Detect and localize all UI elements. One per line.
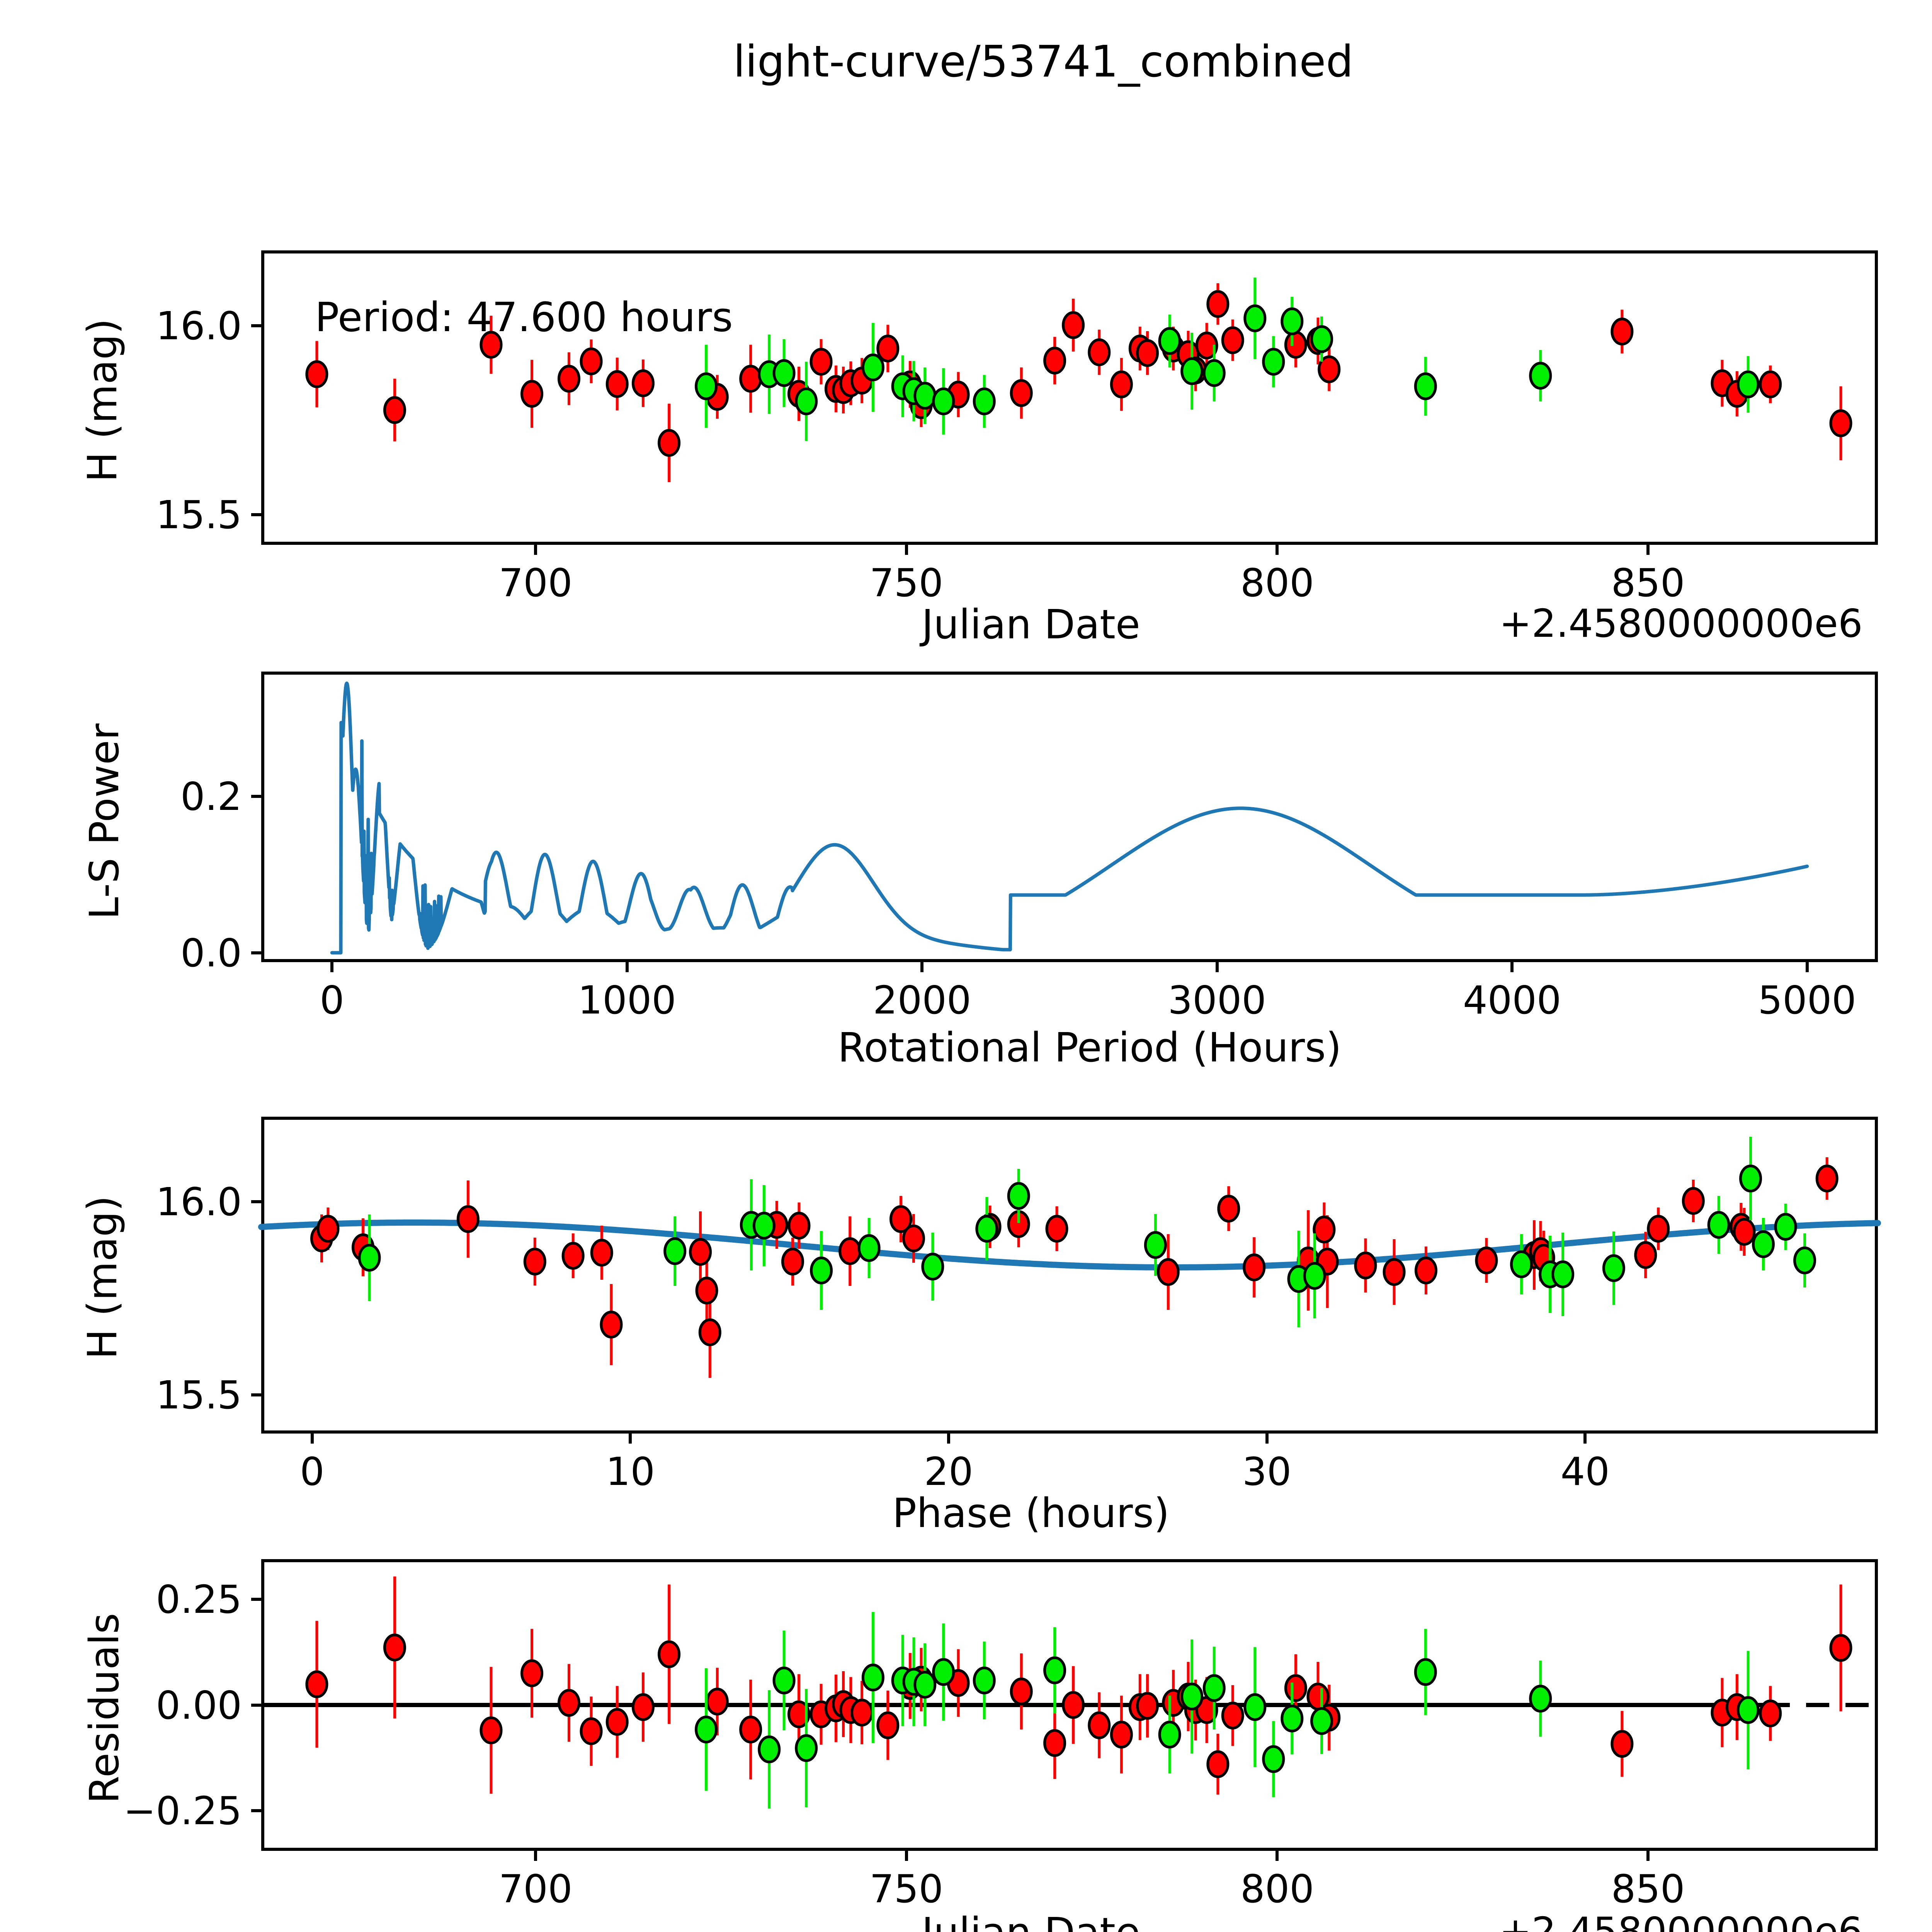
xtick-label-p1: 700 [498,560,573,605]
ytick-mark-p2 [251,795,261,798]
xtick-label-p3: 30 [1242,1449,1292,1494]
xtick-label-p2: 2000 [872,978,971,1023]
sinusoid-fit-curve [258,1219,1881,1270]
xtick-label-p3: 10 [605,1449,655,1494]
ytick-mark-p4 [251,1809,261,1813]
xtick-mark-p2 [1215,962,1219,972]
xtick-label-p3: 40 [1560,1449,1610,1494]
xtick-mark-p3 [947,1434,951,1444]
ytick-label-p1: 15.5 [156,492,242,537]
xtick-mark-p3 [629,1434,632,1444]
xtick-label-p4: 850 [1611,1866,1685,1912]
xtick-mark-p2 [1510,962,1514,972]
ytick-label-p4: 0.00 [156,1682,242,1728]
panel-residuals-xoffset: +2.4580000000e6 [1499,1909,1863,1932]
xtick-label-p3: 0 [299,1449,325,1494]
ytick-mark-p4 [251,1597,261,1601]
xtick-label-p4: 750 [869,1866,944,1912]
panel-light-curve-xoffset: +2.4580000000e6 [1499,601,1863,646]
xtick-label-p4: 700 [498,1866,573,1912]
ytick-mark-p2 [251,951,261,954]
xtick-label-p2: 5000 [1758,978,1857,1023]
series-green [695,277,1760,441]
xtick-mark-p4 [905,1851,908,1861]
series-red [305,1576,1852,1795]
xtick-mark-p1 [1646,545,1650,555]
xtick-mark-p2 [920,962,924,972]
xtick-mark-p3 [1265,1434,1269,1444]
period-annotation: Period: 47.600 hours [315,294,733,341]
xtick-label-p2: 0 [320,978,345,1023]
ytick-mark-p1 [251,324,261,328]
xtick-mark-p2 [330,962,334,972]
xtick-mark-p3 [1583,1434,1587,1444]
xtick-label-p1: 750 [869,560,944,605]
panel-residuals-xlabel: Julian Date [799,1909,1263,1932]
panel-phase-folded-xlabel: Phase (hours) [892,1490,1170,1537]
xtick-label-p2: 4000 [1463,978,1561,1023]
ytick-label-p1: 16.0 [156,303,242,349]
xtick-label-p2: 1000 [578,978,676,1023]
ytick-mark-p3 [251,1393,261,1396]
xtick-label-p3: 20 [924,1449,973,1494]
xtick-mark-p2 [1805,962,1809,972]
xtick-mark-p4 [1276,1851,1279,1861]
series-green [695,1612,1760,1809]
xtick-mark-p4 [1646,1851,1650,1861]
xtick-mark-p1 [534,545,537,555]
ytick-label-p3: 15.5 [156,1372,242,1418]
ytick-label-p3: 16.0 [156,1179,242,1225]
xtick-mark-p4 [534,1851,537,1861]
ytick-label-p4: 0.25 [156,1577,242,1622]
xtick-label-p4: 800 [1240,1866,1314,1912]
xtick-mark-p2 [625,962,629,972]
xtick-label-p2: 3000 [1168,978,1267,1023]
ytick-mark-p3 [251,1200,261,1203]
series-green [358,1137,1816,1327]
ytick-mark-p4 [251,1703,261,1707]
ytick-label-p4: −0.25 [123,1788,242,1834]
panel-light-curve-xlabel: Julian Date [922,601,1140,648]
xtick-label-p1: 800 [1240,560,1314,605]
xtick-mark-p1 [1276,545,1279,555]
xtick-label-p1: 850 [1611,560,1685,605]
ytick-label-p2: 0.2 [180,774,242,820]
ytick-mark-p1 [251,513,261,516]
periodogram-curve [330,681,1809,955]
figure-title: light-curve/53741_combined [733,37,1354,87]
xtick-mark-p3 [310,1434,314,1444]
xtick-mark-p1 [905,545,908,555]
ytick-label-p2: 0.0 [180,930,242,976]
